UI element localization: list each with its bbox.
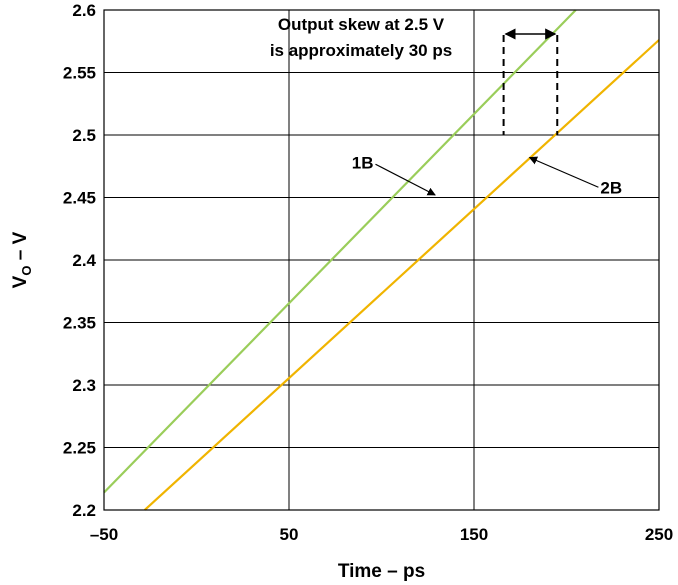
- y-tick-label: 2.35: [63, 314, 96, 333]
- y-tick-label: 2.3: [72, 376, 96, 395]
- y-tick-label: 2.4: [72, 251, 96, 270]
- x-axis-label: Time – ps: [338, 561, 425, 582]
- series-line-1b: [103, 9, 577, 494]
- plot-frame: [103, 9, 660, 511]
- series-line-2b: [143, 39, 660, 511]
- y-axis-label-subscript: O: [19, 266, 34, 276]
- grid: [103, 9, 660, 511]
- annotation-text-line1: Output skew at 2.5 V: [278, 15, 445, 34]
- x-tick-label: –50: [90, 525, 118, 544]
- x-tick-label: 50: [280, 525, 299, 544]
- series-lines: [103, 9, 660, 511]
- tick-labels: 2.2 2.25 2.3 2.35 2.4 2.45 2.5 2.55 2.6 –50 50 150 2…: [63, 1, 673, 544]
- y-axis-label-main: V: [10, 275, 31, 288]
- y-tick-label: 2.25: [63, 439, 96, 458]
- y-tick-label: 2.45: [63, 189, 96, 208]
- pointer-arrow-2b: [528, 156, 599, 188]
- annotations: Output skew at 2.5 V is approximately 30…: [270, 15, 622, 197]
- series-label-1b: 1B: [352, 153, 374, 172]
- x-tick-label: 250: [645, 525, 673, 544]
- y-tick-label: 2.55: [63, 64, 96, 83]
- y-axis-label: VO – V: [10, 231, 34, 288]
- y-axis-label-rest: – V: [10, 231, 31, 265]
- series-label-2b: 2B: [600, 178, 622, 197]
- x-tick-label: 150: [460, 525, 488, 544]
- y-tick-label: 2.6: [72, 1, 96, 20]
- pointer-arrow-1b: [375, 163, 436, 196]
- y-tick-label: 2.5: [72, 126, 96, 145]
- y-tick-label: 2.2: [72, 501, 96, 520]
- annotation-text-line2: is approximately 30 ps: [270, 41, 452, 60]
